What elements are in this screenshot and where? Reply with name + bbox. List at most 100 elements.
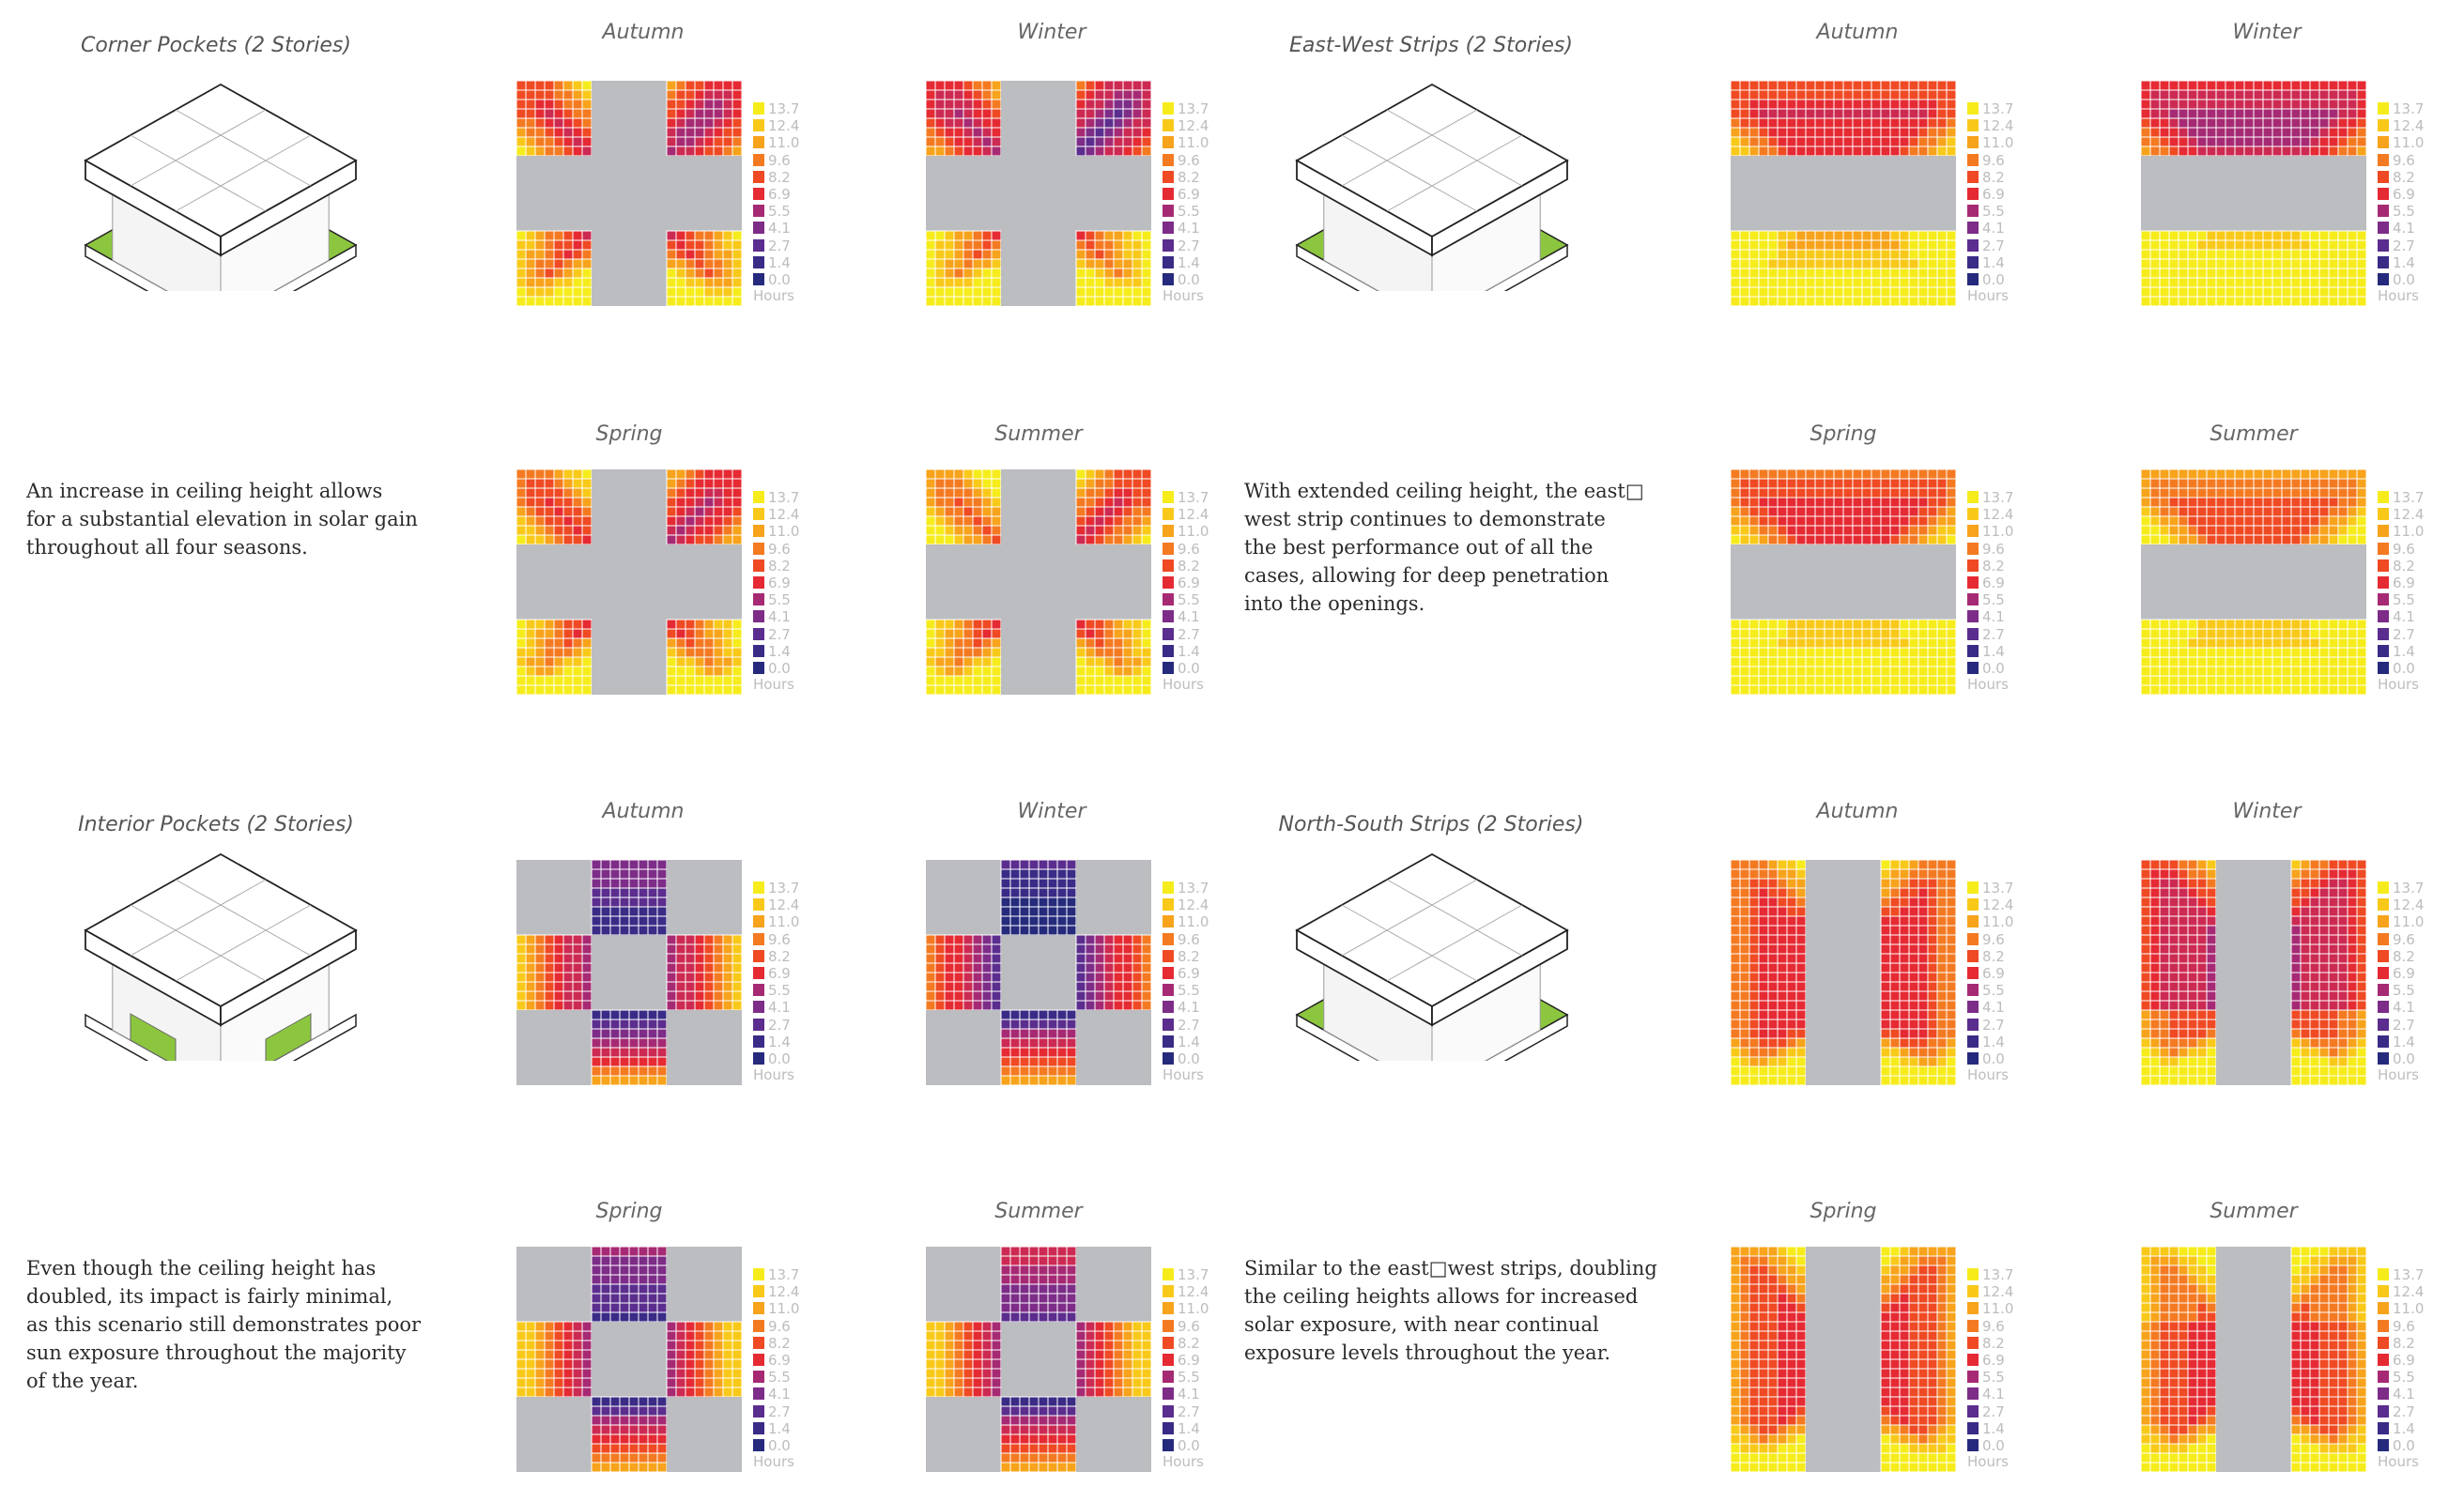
blocked-cell	[714, 193, 723, 203]
blocked-cell	[592, 479, 601, 488]
heatmap-cell	[562, 506, 574, 517]
heatmap-cell	[1777, 478, 1788, 489]
heatmap-cell	[562, 277, 574, 288]
blocked-cell	[648, 212, 657, 222]
blocked-cell	[704, 582, 714, 591]
heatmap-cell	[1842, 515, 1854, 527]
blocked-cell	[992, 156, 1001, 165]
blocked-cell	[657, 620, 667, 629]
heatmap-cell	[2206, 146, 2217, 157]
blocked-cell	[2254, 591, 2263, 601]
blocked-cell	[535, 222, 545, 231]
heatmap-cell	[2300, 487, 2311, 498]
legend-label: 12.4	[2393, 506, 2425, 524]
blocked-cell	[1020, 175, 1029, 184]
blocked-cell	[1039, 184, 1048, 193]
heatmap-cell	[1767, 666, 1779, 677]
blocked-cell	[601, 498, 610, 507]
heatmap-cell	[2309, 666, 2320, 677]
blocked-cell	[2348, 601, 2357, 610]
legend-units: Hours	[1967, 287, 2009, 305]
heatmap-cell	[2337, 99, 2348, 110]
heatmap-cell	[1748, 478, 1760, 489]
blocked-cell	[2141, 222, 2150, 231]
heatmap-cell	[2272, 258, 2283, 269]
blocked-cell	[1881, 165, 1890, 175]
blocked-cell	[648, 516, 657, 526]
heatmap-cell	[1824, 675, 1835, 686]
heatmap-cell	[972, 515, 983, 527]
heatmap-cell	[675, 146, 686, 157]
heatmap-cell	[713, 468, 724, 480]
blocked-cell	[1095, 610, 1104, 620]
heatmap-cell	[1739, 136, 1750, 147]
heatmap-cell	[1094, 136, 1105, 147]
heatmap-cell	[553, 258, 564, 269]
blocked-cell	[1010, 535, 1020, 544]
legend-swatch	[753, 542, 764, 555]
heatmap-cell	[2149, 296, 2161, 307]
blocked-cell	[1890, 193, 1900, 203]
blocked-cell	[1843, 591, 1853, 601]
heatmap-cell	[685, 127, 696, 138]
heatmap-cell	[685, 136, 696, 147]
heatmap-cell	[934, 127, 946, 138]
blocked-cell	[676, 175, 685, 184]
blocked-cell	[535, 601, 545, 610]
blocked-cell	[526, 554, 535, 563]
heatmap-cell	[972, 108, 983, 119]
blocked-cell	[2263, 610, 2272, 620]
blocked-cell	[1740, 212, 1749, 222]
blocked-cell	[1918, 573, 1928, 582]
blocked-cell	[1067, 610, 1076, 620]
heatmap-cell	[1132, 666, 1143, 677]
heatmap-cell	[1946, 619, 1957, 630]
blocked-cell	[2254, 610, 2263, 620]
blocked-cell	[1001, 676, 1010, 685]
heatmap-cell	[553, 296, 564, 307]
heatmap-cell	[991, 268, 1002, 279]
blocked-cell	[676, 591, 685, 601]
blocked-cell	[1010, 498, 1020, 507]
blocked-cell	[2216, 156, 2225, 165]
blocked-cell	[1123, 544, 1132, 554]
blocked-cell	[2319, 175, 2329, 184]
blocked-cell	[2169, 156, 2179, 165]
heatmap-cell	[934, 468, 946, 480]
heatmap-cell	[1805, 506, 1816, 517]
heatmap-cell	[1777, 628, 1788, 639]
blocked-cell	[2150, 222, 2160, 231]
heatmap-cell	[1908, 684, 1919, 696]
heatmap-cell	[2328, 258, 2339, 269]
heatmap-cell	[972, 268, 983, 279]
blocked-cell	[954, 554, 963, 563]
legend-swatch	[2378, 153, 2389, 166]
heatmap-cell	[713, 666, 724, 677]
blocked-cell	[1759, 193, 1768, 203]
heatmap-cell	[525, 515, 536, 527]
heatmap-cell	[2328, 628, 2339, 639]
heatmap-cell	[2290, 656, 2302, 667]
heatmap-cell	[553, 468, 564, 480]
heatmap-cell	[1795, 249, 1807, 260]
heatmap-cell	[713, 127, 724, 138]
heatmap-cell	[2168, 258, 2179, 269]
legend-swatch	[753, 610, 764, 623]
blocked-cell	[1825, 212, 1834, 222]
blocked-cell	[1104, 184, 1114, 193]
heatmap-cell	[1739, 239, 1750, 251]
blocked-cell	[982, 212, 992, 222]
heatmap-cell	[1805, 146, 1816, 157]
heatmap-cell	[1833, 99, 1844, 110]
heatmap-cell	[925, 249, 936, 260]
heatmap-cell	[2300, 117, 2311, 129]
heatmap-cell	[1730, 647, 1741, 658]
heatmap-cell	[972, 647, 983, 658]
heatmap-cell	[962, 249, 974, 260]
blocked-cell	[1731, 601, 1740, 610]
blocked-cell	[973, 222, 982, 231]
heatmap-cell	[2281, 286, 2292, 298]
heatmap-cell	[1936, 146, 1948, 157]
heatmap-cell	[2281, 534, 2292, 545]
heatmap-cell	[934, 628, 946, 639]
